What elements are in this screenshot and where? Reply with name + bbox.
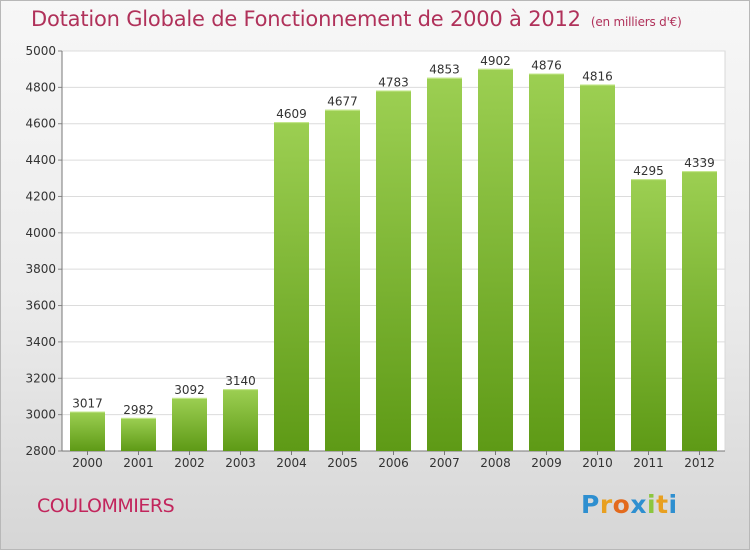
y-tick-label: 4800 xyxy=(25,80,56,94)
commune-name: COULOMMIERS xyxy=(37,495,175,517)
x-tick-label: 2010 xyxy=(582,456,613,470)
y-tick-label: 3800 xyxy=(25,262,56,276)
bar xyxy=(580,84,615,452)
bar xyxy=(631,179,666,451)
x-tick-label: 2006 xyxy=(378,456,409,470)
x-tick-label: 2004 xyxy=(276,456,307,470)
y-tick-label: 4000 xyxy=(25,226,56,240)
data-label: 3092 xyxy=(174,383,205,397)
bar xyxy=(223,389,258,451)
y-tick-label: 4600 xyxy=(25,117,56,131)
bar xyxy=(274,122,309,451)
proxiti-logo: Proxiti xyxy=(581,490,678,519)
y-tick-label: 2800 xyxy=(25,444,56,458)
y-tick-label: 3600 xyxy=(25,299,56,313)
x-tick-label: 2005 xyxy=(327,456,358,470)
data-label: 4783 xyxy=(378,75,409,89)
data-label: 4876 xyxy=(531,59,562,73)
data-label: 4295 xyxy=(633,164,664,178)
data-label: 4853 xyxy=(429,63,460,77)
x-tick-label: 2012 xyxy=(684,456,715,470)
bar xyxy=(529,73,564,451)
y-tick-label: 3000 xyxy=(25,408,56,422)
x-tick-label: 2007 xyxy=(429,456,460,470)
x-tick-label: 2008 xyxy=(480,456,511,470)
bar xyxy=(427,77,462,452)
x-tick-label: 2011 xyxy=(633,456,664,470)
y-tick-label: 3400 xyxy=(25,335,56,349)
x-tick-label: 2003 xyxy=(225,456,256,470)
bar xyxy=(325,109,360,452)
y-tick-label: 4200 xyxy=(25,189,56,203)
data-label: 3017 xyxy=(72,397,103,411)
chart-unit: (en milliers d'€) xyxy=(590,15,682,29)
x-tick-label: 2002 xyxy=(174,456,205,470)
data-label: 4609 xyxy=(276,107,307,121)
data-label: 4339 xyxy=(684,156,715,170)
x-tick-label: 2001 xyxy=(123,456,154,470)
bar xyxy=(70,411,105,451)
data-label: 2982 xyxy=(123,403,154,417)
x-tick-label: 2009 xyxy=(531,456,562,470)
bar xyxy=(682,171,717,451)
y-tick-label: 4400 xyxy=(25,153,56,167)
data-label: 4902 xyxy=(480,54,511,68)
chart-title: Dotation Globale de Fonctionnement de 20… xyxy=(31,7,682,31)
y-tick-label: 3200 xyxy=(25,371,56,385)
bar xyxy=(121,417,156,451)
data-label: 4816 xyxy=(582,69,613,83)
data-label: 3140 xyxy=(225,374,256,388)
y-tick-label: 5000 xyxy=(25,44,56,58)
bar xyxy=(376,90,411,452)
bar xyxy=(478,68,513,452)
x-tick-label: 2000 xyxy=(72,456,103,470)
data-label: 4677 xyxy=(327,95,358,109)
bar xyxy=(172,397,207,451)
